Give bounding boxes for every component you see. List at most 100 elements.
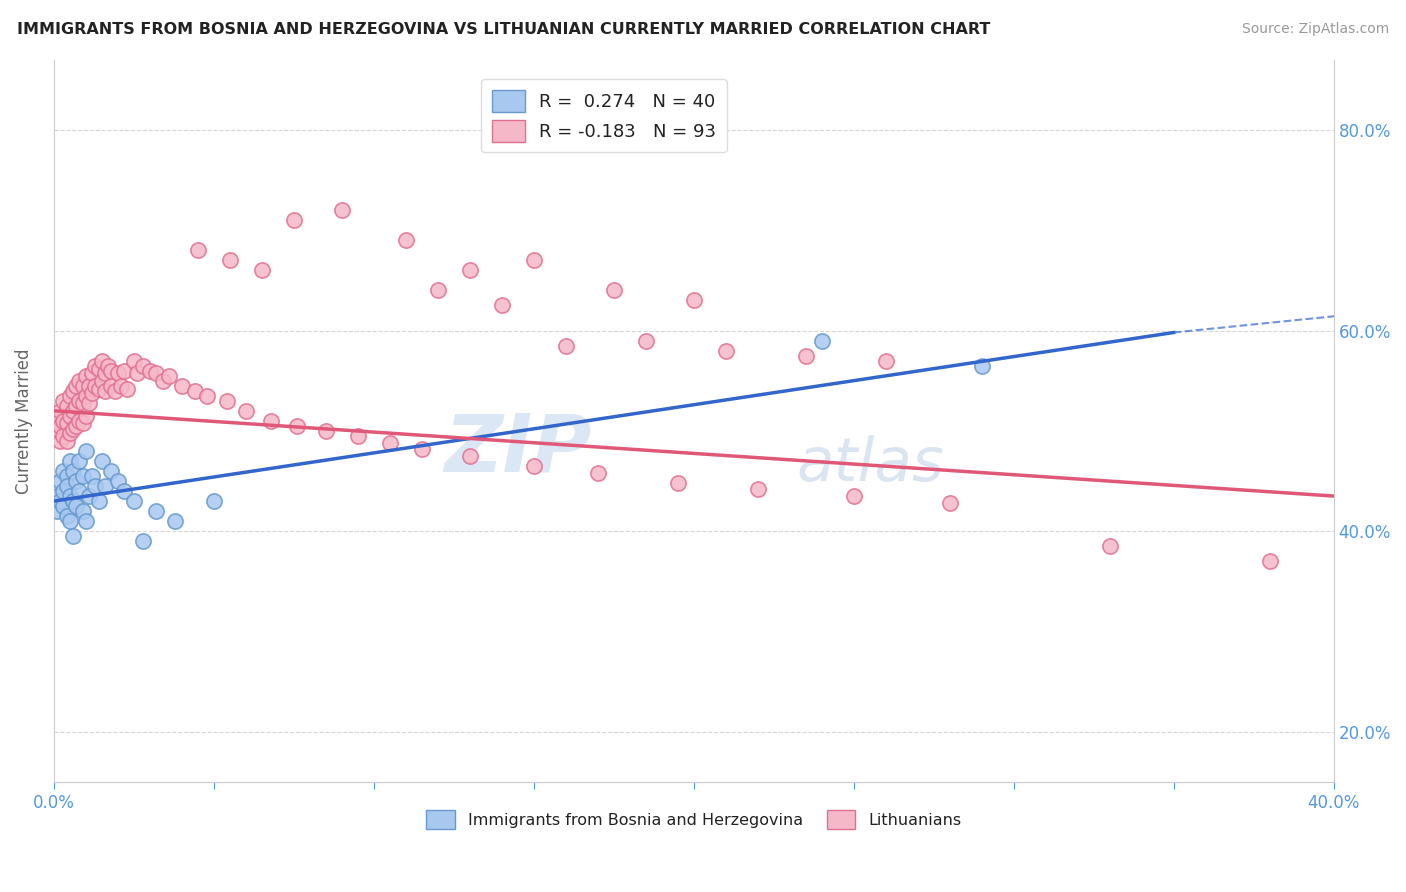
- Point: [554, 338, 576, 352]
- Point: [491, 298, 513, 312]
- Point: [46, 489, 69, 503]
- Point: [165, 514, 187, 528]
- Point: [72, 378, 94, 392]
- Point: [187, 244, 209, 258]
- Point: [112, 483, 135, 498]
- Point: [411, 442, 433, 456]
- Point: [52, 464, 75, 478]
- Point: [62, 494, 84, 508]
- Text: IMMIGRANTS FROM BOSNIA AND HERZEGOVINA VS LITHUANIAN CURRENTLY MARRIED CORRELATI: IMMIGRANTS FROM BOSNIA AND HERZEGOVINA V…: [17, 22, 990, 37]
- Point: [46, 414, 69, 428]
- Point: [714, 343, 737, 358]
- Point: [634, 334, 657, 348]
- Point: [215, 393, 238, 408]
- Point: [77, 378, 100, 392]
- Point: [100, 364, 122, 378]
- Point: [62, 422, 84, 436]
- Point: [62, 384, 84, 398]
- Point: [139, 364, 162, 378]
- Point: [1258, 554, 1281, 568]
- Point: [59, 425, 82, 440]
- Point: [46, 504, 69, 518]
- Point: [145, 366, 167, 380]
- Point: [235, 404, 257, 418]
- Point: [666, 475, 689, 490]
- Point: [426, 284, 449, 298]
- Point: [84, 359, 107, 373]
- Point: [52, 414, 75, 428]
- Point: [104, 384, 127, 398]
- Point: [77, 489, 100, 503]
- Point: [794, 349, 817, 363]
- Point: [82, 469, 104, 483]
- Point: [458, 449, 481, 463]
- Point: [75, 409, 97, 423]
- Point: [52, 393, 75, 408]
- Point: [75, 514, 97, 528]
- Point: [346, 429, 368, 443]
- Point: [49, 494, 72, 508]
- Point: [283, 213, 305, 227]
- Point: [260, 414, 283, 428]
- Point: [395, 233, 418, 247]
- Point: [75, 443, 97, 458]
- Point: [67, 483, 90, 498]
- Point: [100, 378, 122, 392]
- Point: [77, 396, 100, 410]
- Point: [46, 424, 69, 438]
- Y-axis label: Currently Married: Currently Married: [15, 348, 32, 493]
- Point: [94, 479, 117, 493]
- Point: [87, 361, 110, 376]
- Text: Source: ZipAtlas.com: Source: ZipAtlas.com: [1241, 22, 1389, 37]
- Point: [82, 385, 104, 400]
- Point: [62, 529, 84, 543]
- Point: [90, 454, 112, 468]
- Point: [285, 418, 308, 433]
- Point: [67, 454, 90, 468]
- Point: [59, 454, 82, 468]
- Point: [49, 434, 72, 448]
- Point: [842, 489, 865, 503]
- Point: [132, 359, 155, 373]
- Point: [55, 479, 77, 493]
- Point: [603, 284, 626, 298]
- Point: [122, 494, 145, 508]
- Point: [523, 253, 546, 268]
- Point: [458, 263, 481, 277]
- Point: [82, 366, 104, 380]
- Point: [747, 482, 769, 496]
- Point: [875, 353, 897, 368]
- Point: [145, 504, 167, 518]
- Point: [55, 469, 77, 483]
- Point: [152, 374, 174, 388]
- Point: [330, 203, 353, 218]
- Point: [586, 466, 609, 480]
- Point: [197, 389, 219, 403]
- Point: [125, 366, 148, 380]
- Point: [72, 504, 94, 518]
- Point: [250, 263, 273, 277]
- Point: [67, 374, 90, 388]
- Point: [65, 474, 87, 488]
- Point: [59, 409, 82, 423]
- Point: [117, 382, 139, 396]
- Point: [72, 416, 94, 430]
- Point: [65, 378, 87, 392]
- Point: [90, 374, 112, 388]
- Point: [72, 469, 94, 483]
- Point: [65, 418, 87, 433]
- Point: [59, 389, 82, 403]
- Legend: Immigrants from Bosnia and Herzegovina, Lithuanians: Immigrants from Bosnia and Herzegovina, …: [420, 803, 967, 836]
- Point: [810, 334, 832, 348]
- Point: [67, 414, 90, 428]
- Point: [84, 378, 107, 392]
- Point: [55, 399, 77, 413]
- Point: [59, 489, 82, 503]
- Point: [75, 389, 97, 403]
- Point: [112, 364, 135, 378]
- Point: [90, 353, 112, 368]
- Point: [49, 474, 72, 488]
- Point: [1098, 539, 1121, 553]
- Point: [122, 353, 145, 368]
- Point: [682, 293, 704, 308]
